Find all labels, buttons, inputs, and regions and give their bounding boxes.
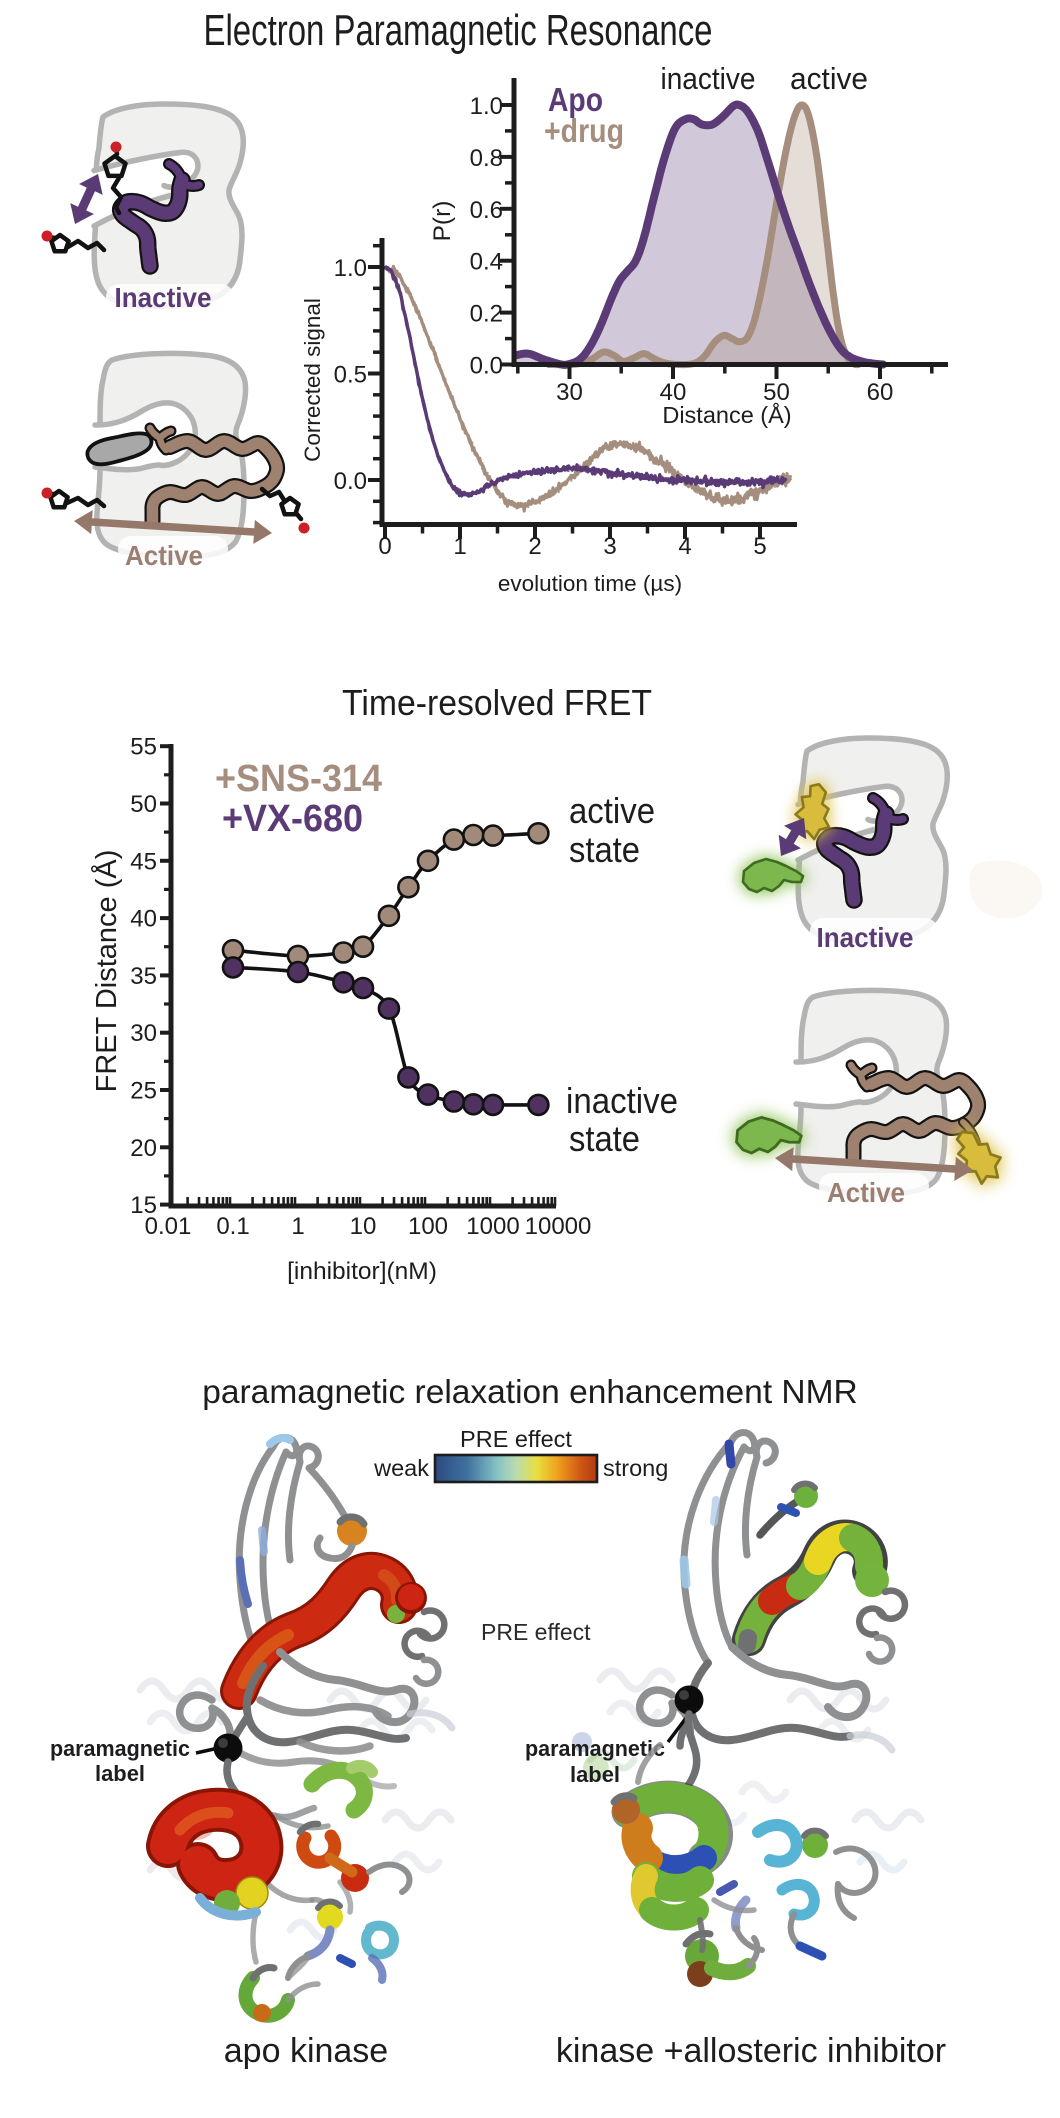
svg-text:evolution time (µs): evolution time (µs) xyxy=(498,571,682,596)
svg-text:PRE effect: PRE effect xyxy=(481,1619,591,1645)
svg-text:label: label xyxy=(95,1761,145,1786)
svg-text:Electron Paramagnetic Resonanc: Electron Paramagnetic Resonance xyxy=(204,6,713,55)
svg-text:50: 50 xyxy=(763,379,790,406)
svg-text:20: 20 xyxy=(130,1135,157,1162)
svg-text:active: active xyxy=(790,61,868,96)
svg-text:15: 15 xyxy=(130,1192,157,1219)
svg-text:0.5: 0.5 xyxy=(334,362,367,389)
svg-text:state: state xyxy=(569,1118,640,1159)
svg-text:paramagnetic relaxation enhanc: paramagnetic relaxation enhancement NMR xyxy=(202,1374,857,1411)
svg-text:0.1: 0.1 xyxy=(216,1213,249,1240)
svg-text:30: 30 xyxy=(130,1020,157,1047)
svg-text:kinase +allosteric inhibitor: kinase +allosteric inhibitor xyxy=(556,2032,946,2070)
svg-text:30: 30 xyxy=(556,379,583,406)
svg-text:55: 55 xyxy=(130,734,157,761)
svg-text:0.0: 0.0 xyxy=(470,353,503,380)
svg-text:active: active xyxy=(569,790,655,831)
svg-text:40: 40 xyxy=(660,379,687,406)
svg-text:Time-resolved FRET: Time-resolved FRET xyxy=(342,682,652,723)
svg-text:Active: Active xyxy=(827,1177,905,1208)
svg-text:25: 25 xyxy=(130,1078,157,1105)
svg-text:P(r): P(r) xyxy=(429,201,456,242)
svg-text:1: 1 xyxy=(453,533,466,560)
svg-text:+VX-680: +VX-680 xyxy=(222,798,363,840)
svg-text:FRET Distance (Å): FRET Distance (Å) xyxy=(90,850,123,1093)
svg-text:Corrected signal: Corrected signal xyxy=(300,298,325,462)
svg-text:0.0: 0.0 xyxy=(334,468,367,495)
svg-text:0.6: 0.6 xyxy=(470,197,503,224)
svg-text:Inactive: Inactive xyxy=(817,922,914,953)
svg-text:strong: strong xyxy=(603,1455,668,1481)
svg-text:Distance (Å): Distance (Å) xyxy=(662,401,791,428)
svg-text:40: 40 xyxy=(130,906,157,933)
svg-text:1.0: 1.0 xyxy=(470,93,503,120)
svg-text:4: 4 xyxy=(678,533,691,560)
svg-text:35: 35 xyxy=(130,963,157,990)
svg-text:state: state xyxy=(569,829,640,870)
svg-text:+drug: +drug xyxy=(544,112,624,149)
svg-text:inactive: inactive xyxy=(661,61,756,96)
svg-text:45: 45 xyxy=(130,848,157,875)
svg-text:10000: 10000 xyxy=(525,1213,592,1240)
svg-text:5: 5 xyxy=(753,533,766,560)
svg-text:PRE effect: PRE effect xyxy=(460,1426,572,1452)
svg-text:3: 3 xyxy=(603,533,616,560)
svg-text:0: 0 xyxy=(378,533,391,560)
svg-text:0.01: 0.01 xyxy=(145,1213,192,1240)
svg-text:0.4: 0.4 xyxy=(470,249,503,276)
svg-text:apo kinase: apo kinase xyxy=(224,2032,388,2070)
svg-text:1.0: 1.0 xyxy=(334,255,367,282)
svg-text:0.2: 0.2 xyxy=(470,301,503,328)
svg-text:Apo: Apo xyxy=(548,81,603,118)
svg-text:Inactive: Inactive xyxy=(115,282,212,313)
svg-text:Active: Active xyxy=(125,540,203,571)
svg-text:paramagnetic: paramagnetic xyxy=(50,1736,190,1761)
svg-text:weak: weak xyxy=(373,1455,429,1481)
svg-text:60: 60 xyxy=(867,379,894,406)
svg-text:1000: 1000 xyxy=(466,1213,519,1240)
svg-text:paramagnetic: paramagnetic xyxy=(525,1736,665,1761)
svg-text:50: 50 xyxy=(130,791,157,818)
svg-text:100: 100 xyxy=(408,1213,448,1240)
svg-text:2: 2 xyxy=(528,533,541,560)
svg-text:inactive: inactive xyxy=(566,1080,678,1121)
svg-text:label: label xyxy=(570,1762,620,1787)
svg-text:1: 1 xyxy=(291,1213,304,1240)
svg-text:10: 10 xyxy=(350,1213,377,1240)
svg-text:[inhibitor](nM): [inhibitor](nM) xyxy=(287,1258,437,1285)
svg-text:+SNS-314: +SNS-314 xyxy=(215,758,382,800)
svg-text:0.8: 0.8 xyxy=(470,145,503,172)
